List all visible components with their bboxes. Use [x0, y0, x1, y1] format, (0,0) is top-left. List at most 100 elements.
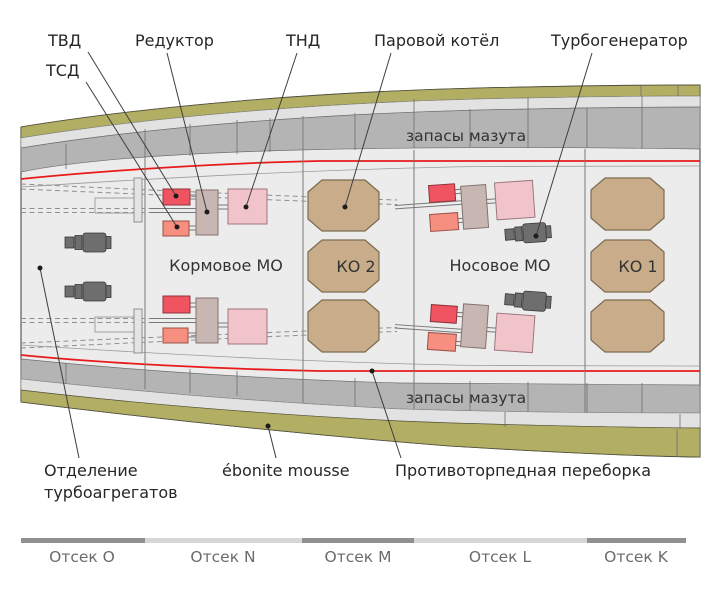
tg-body	[522, 290, 547, 312]
room-ko2-label: КО 2	[336, 257, 375, 276]
tg-body	[522, 222, 547, 244]
shaft-dashed-lines	[20, 183, 398, 349]
machinery-aft-lower	[162, 295, 268, 345]
shaft-solid-lines-aft	[150, 208, 196, 323]
leader-dot	[342, 204, 348, 210]
tg-part	[105, 236, 112, 249]
leader-dot	[243, 204, 249, 210]
olive-top-dividers	[640, 85, 679, 96]
tg-body	[82, 281, 107, 302]
leader-dot	[173, 193, 179, 199]
connector-lines	[189, 194, 228, 231]
shaft-bracket-lower	[133, 308, 143, 354]
fuel-band-top-label: запасы мазута	[406, 127, 526, 145]
olive-band-bottom	[20, 389, 701, 458]
compartment-label-m: Отсек M	[325, 548, 392, 566]
fuel-band-top	[20, 106, 701, 173]
leader-lines	[37, 51, 593, 459]
tg-part	[64, 236, 75, 249]
compartment-label-l: Отсек L	[469, 548, 532, 566]
compartment-bar-segment-0	[21, 538, 145, 543]
boiler-ko1-3	[590, 299, 665, 353]
turbogenerator-nose-upper	[504, 222, 552, 244]
leader-tsd	[85, 81, 178, 228]
callout-tnd: ТНД	[285, 31, 320, 50]
compartment-bar-segment-2	[302, 538, 414, 543]
compartment-bar-segment-3	[414, 538, 587, 543]
tsd-rect	[162, 327, 189, 344]
connector-lines	[454, 188, 496, 224]
tg-part	[64, 285, 75, 298]
leader-dot	[174, 224, 180, 230]
turbogenerator-aft-lower	[64, 281, 112, 302]
turbogenerator-nose-lower	[504, 290, 552, 312]
leader-turbogenerator	[535, 52, 593, 237]
compartment-label-o: Отсек O	[49, 548, 115, 566]
connector-lines	[455, 311, 496, 347]
boiler-room-1	[590, 177, 665, 353]
compartment-label-k: Отсек K	[604, 548, 669, 566]
tg-part	[545, 225, 552, 239]
leader-dot	[265, 423, 271, 429]
reducer-rect	[460, 303, 490, 349]
room-ko1-label: КО 1	[618, 257, 657, 276]
torpedo-bulkhead-line-bottom	[20, 354, 700, 372]
light-strip-top-dividers	[413, 96, 643, 110]
machinery-nose-lower	[394, 290, 552, 354]
turbogenerator-aft-upper	[64, 232, 112, 253]
boiler-ko1-2	[590, 239, 665, 293]
shaft-solid-lines	[394, 324, 462, 334]
leader-torpedo-bulkhead	[371, 370, 402, 459]
inner-hull-line-top	[20, 165, 701, 188]
tg-part	[74, 284, 83, 299]
tg-part	[514, 226, 524, 242]
leader-dot	[37, 265, 43, 271]
leader-dot	[204, 209, 210, 215]
room-nose-mo-label: Носовое МО	[450, 256, 551, 275]
leader-boiler	[344, 52, 392, 208]
callout-tsd: ТСД	[45, 61, 79, 80]
tsd-rect	[429, 212, 460, 233]
tsd-rect	[426, 331, 457, 352]
tvd-rect	[162, 295, 191, 314]
callout-torpedo-bulkhead: Противоторпедная переборка	[395, 461, 651, 480]
leader-dot	[369, 368, 375, 374]
inner-hull-line-bottom	[20, 344, 701, 367]
leader-dot	[533, 233, 539, 239]
fuel-band-bottom-label: запасы мазута	[406, 389, 526, 407]
room-aft-mo-label: Кормовое МО	[169, 256, 283, 275]
leader-ebonite	[267, 425, 277, 459]
compartment-label-n: Отсек N	[190, 548, 255, 566]
transverse-bulkheads	[144, 149, 586, 412]
callout-ebonite: ébonite mousse	[222, 461, 350, 480]
torpedo-bulkhead-line-top	[20, 160, 700, 180]
tg-body	[82, 232, 107, 253]
leader-turbine-room	[39, 267, 80, 459]
light-strip-bottom-dividers	[504, 412, 681, 429]
reducer-rect	[460, 184, 490, 230]
machinery-nose-upper	[394, 179, 552, 244]
callout-boiler: Паровой котёл	[374, 31, 499, 50]
connector-lines	[188, 302, 228, 338]
shaft-bracket-upper	[133, 177, 143, 223]
compartment-bar-segment-4	[587, 538, 686, 543]
tnd-rect	[227, 188, 268, 225]
boiler-ko1-1	[590, 177, 665, 231]
boiler-ko2-3	[307, 299, 380, 353]
compartment-bar-segment-1	[145, 538, 302, 543]
reducer-rect	[195, 297, 219, 344]
tg-part	[504, 293, 515, 306]
callout-reduktor: Редуктор	[135, 31, 214, 50]
tg-part	[514, 292, 523, 308]
callout-tvd: ТВД	[47, 31, 81, 50]
callout-turbogenerator: Турбогенератор	[550, 31, 688, 50]
callout-turbine-room-line1: Отделение	[44, 461, 138, 480]
tvd-rect	[427, 183, 457, 204]
tvd-rect	[429, 304, 458, 324]
tg-part	[504, 228, 515, 241]
tnd-rect	[493, 179, 536, 221]
leader-reduktor	[166, 52, 208, 213]
tg-part	[545, 295, 552, 309]
tnd-rect	[493, 312, 536, 354]
